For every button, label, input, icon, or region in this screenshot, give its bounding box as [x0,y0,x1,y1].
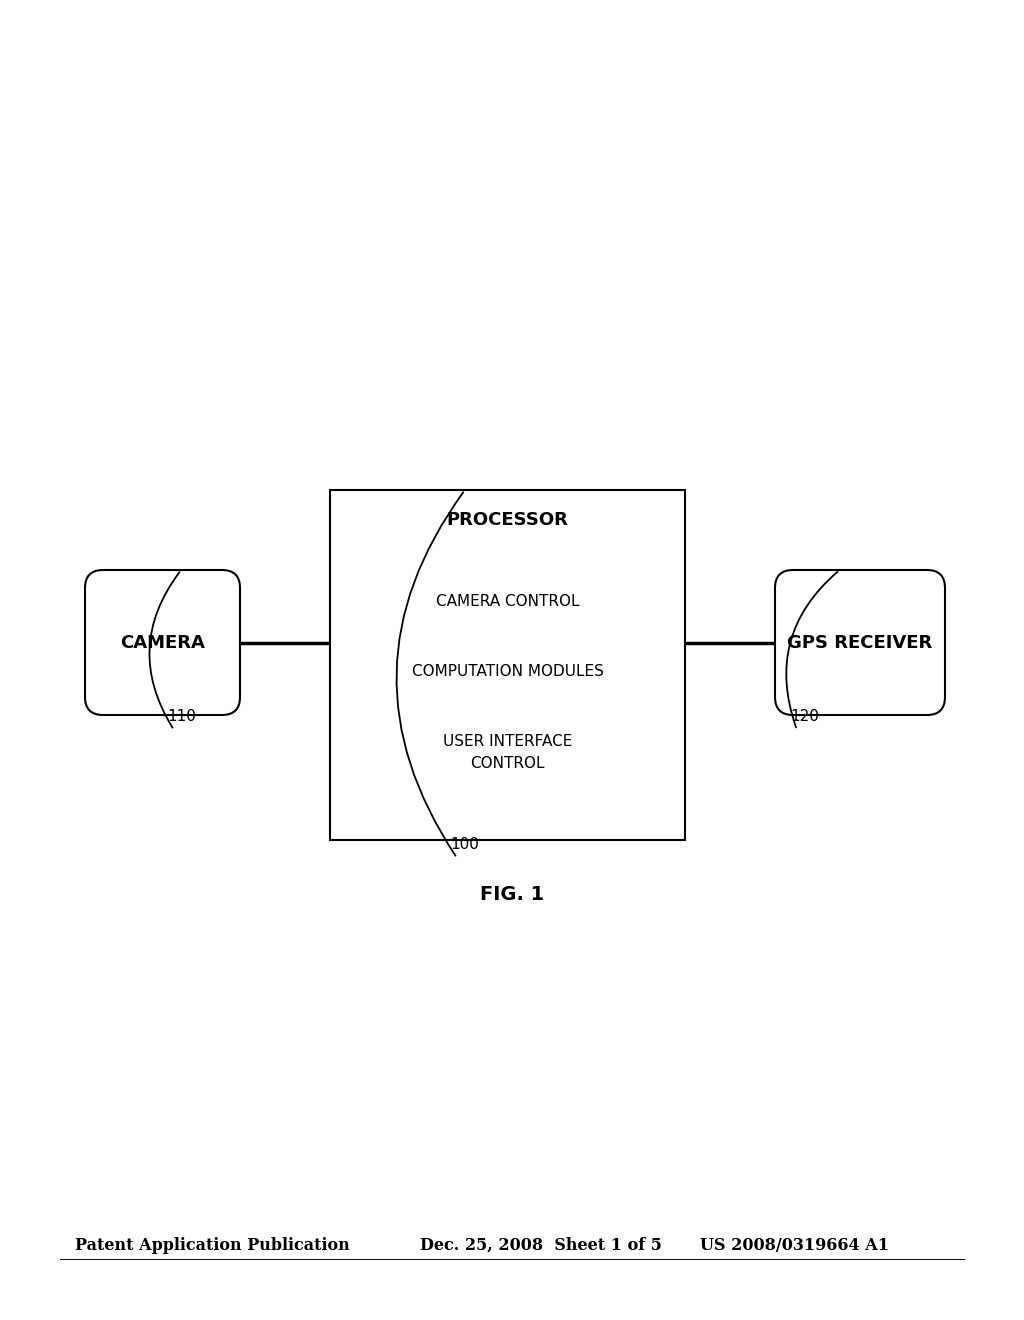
Text: PROCESSOR: PROCESSOR [446,511,568,529]
Text: US 2008/0319664 A1: US 2008/0319664 A1 [700,1237,889,1254]
Text: 100: 100 [451,837,479,851]
Text: CAMERA CONTROL: CAMERA CONTROL [436,594,580,610]
Text: Patent Application Publication: Patent Application Publication [75,1237,350,1254]
Bar [330,490,685,840]
FancyBboxPatch shape [85,570,240,715]
FancyBboxPatch shape [775,570,945,715]
Text: Dec. 25, 2008  Sheet 1 of 5: Dec. 25, 2008 Sheet 1 of 5 [420,1237,662,1254]
Text: USER INTERFACE
CONTROL: USER INTERFACE CONTROL [442,734,572,771]
Text: 110: 110 [168,709,197,723]
Text: GPS RECEIVER: GPS RECEIVER [787,634,933,652]
Text: COMPUTATION MODULES: COMPUTATION MODULES [412,664,603,680]
Text: FIG. 1: FIG. 1 [480,886,544,904]
Text: CAMERA: CAMERA [120,634,205,652]
Text: 120: 120 [791,709,819,723]
